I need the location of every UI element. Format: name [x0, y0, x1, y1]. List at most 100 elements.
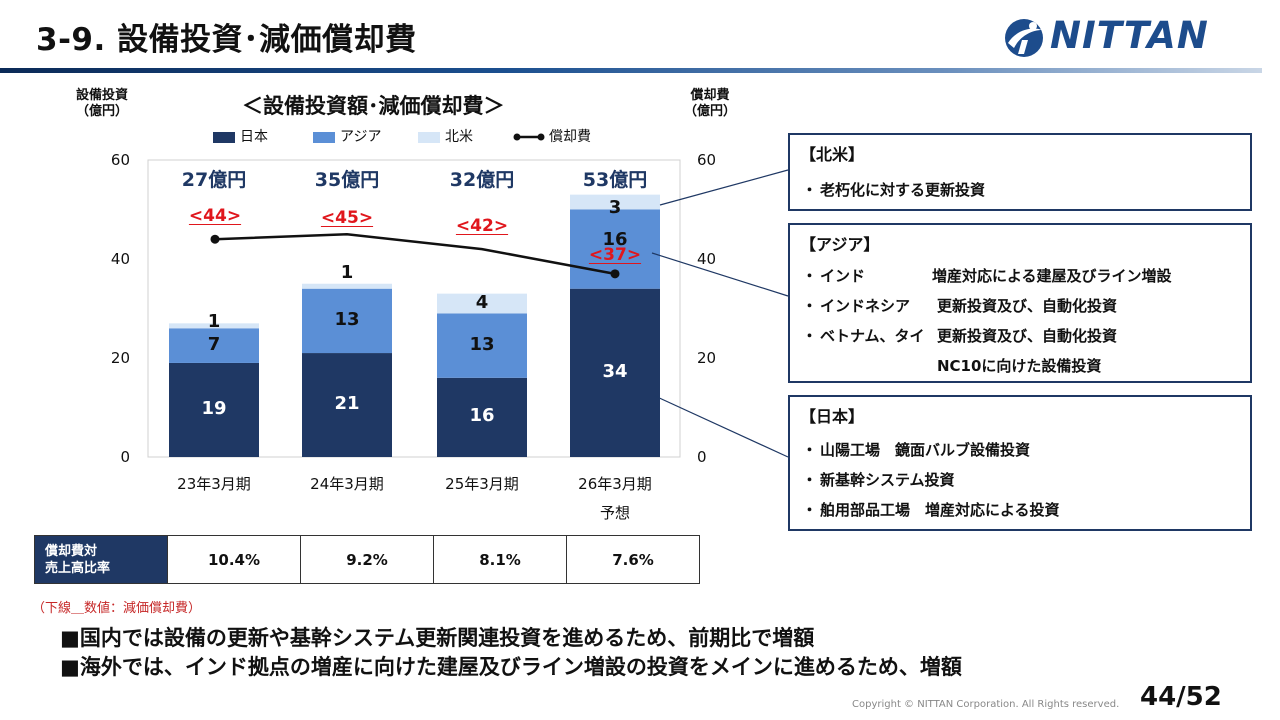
- chart-title: ＜設備投資額･減価償却費＞: [242, 94, 505, 118]
- right-axis-tick-0: 0: [697, 448, 707, 466]
- bar-label-north-america-1: 1: [207, 311, 221, 333]
- bar-label-asia-3: 13: [469, 333, 495, 355]
- legend-north-america: 北米: [418, 128, 473, 146]
- left-axis-tick-20: 20: [110, 349, 130, 367]
- depreciation-label-3: <42>: [455, 216, 509, 236]
- company-logo: NITTAN: [1002, 14, 1258, 64]
- page-title: 3-9. 設備投資･減価償却費: [36, 22, 417, 58]
- depreciation-label-2: <45>: [320, 208, 374, 228]
- nittan-logo-icon: [1005, 19, 1043, 57]
- bar-total-label-4: 53億円: [582, 169, 648, 191]
- box-line-text: NC10に向けた設備投資: [937, 357, 1102, 375]
- box-line-text: 増産対応による建屋及びライン増設: [932, 267, 1172, 285]
- depreciation-label-4: <37>: [588, 245, 642, 265]
- right-axis-title: 償却費 （億円）: [670, 88, 750, 120]
- category-label-3: 25年3月期: [445, 475, 519, 493]
- legend-line-marker-icon: [513, 133, 545, 141]
- box-japan-line-2: ・新基幹システム投資: [802, 469, 955, 490]
- box-line-text: 更新投資及び、自動化投資: [937, 297, 1118, 315]
- legend-depreciation: 償却費: [513, 128, 591, 146]
- bar-total-label-1: 27億円: [181, 169, 247, 191]
- left-axis-tick-0: 0: [120, 448, 130, 466]
- bar-label-north-america-4: 3: [608, 196, 622, 218]
- bullet-dot: ・: [802, 471, 818, 489]
- bar-label-japan-2: 21: [334, 393, 360, 415]
- left-axis-title-line1: 設備投資: [75, 88, 128, 103]
- box-north-america-line: ・老朽化に対する更新投資: [802, 179, 985, 200]
- bar-label-asia-1: 7: [207, 333, 221, 355]
- bar-label-asia-4: 16: [602, 229, 628, 251]
- depreciation-ratio-table: 償却費対 売上高比率 10.4% 9.2% 8.1% 7.6%: [34, 535, 700, 584]
- category-label-1: 23年3月期: [177, 475, 251, 493]
- ratio-table-header: 償却費対 売上高比率: [34, 535, 168, 584]
- bar-label-japan-3: 16: [469, 405, 495, 427]
- legend-asia: アジア: [313, 128, 381, 146]
- bar-total-label-3: 32億円: [449, 169, 515, 191]
- right-axis-tick-60: 60: [697, 151, 717, 169]
- logo-wordmark: NITTAN: [1050, 14, 1209, 57]
- summary-bullet-overseas: ■海外では、インド拠点の増産に向けた建屋及びライン増設の投資をメインに進めるため…: [60, 655, 962, 679]
- box-line-label: ベトナム、タイ: [820, 327, 925, 345]
- box-line-text: 舶用部品工場 増産対応による投資: [820, 501, 1060, 519]
- left-axis-title-line2: （億円）: [75, 104, 128, 119]
- legend-label-north-america: 北米: [445, 129, 473, 145]
- ratio-cell-24: 9.2%: [300, 535, 434, 584]
- box-asia-title: 【アジア】: [800, 235, 880, 254]
- legend-label-depreciation: 償却費: [549, 129, 591, 145]
- table-row: 償却費対 売上高比率 10.4% 9.2% 8.1% 7.6%: [34, 535, 700, 584]
- box-japan-line-3: ・舶用部品工場 増産対応による投資: [802, 499, 1060, 520]
- bar-label-japan-4: 34: [602, 360, 628, 382]
- bar-label-asia-2: 13: [334, 308, 360, 330]
- ratio-cell-26: 7.6%: [566, 535, 700, 584]
- bar-label-japan-1: 19: [201, 397, 227, 419]
- depreciation-line: [214, 232, 616, 276]
- depreciation-point-4: [610, 269, 620, 279]
- depreciation-label-1: <44>: [188, 206, 242, 226]
- underline-note: （下線＿数値：減価償却費）: [32, 601, 202, 616]
- box-asia: 【アジア】 ・インド 増産対応による建屋及びライン増設 ・インドネシア 更新投資及び…: [788, 223, 1252, 383]
- box-north-america-title: 【北米】: [800, 145, 865, 164]
- connector-north-america: [659, 169, 789, 206]
- header-divider: [0, 68, 1262, 73]
- box-asia-line-indonesia: ・インドネシア 更新投資及び、自動化投資: [802, 295, 1117, 316]
- bar-label-north-america-2: 1: [340, 261, 354, 283]
- legend-swatch-japan: [213, 131, 235, 143]
- left-axis-tick-40: 40: [110, 250, 130, 268]
- right-axis-title-line1: 償却費: [690, 88, 730, 103]
- ratio-cell-23: 10.4%: [167, 535, 301, 584]
- depreciation-point-1: [210, 234, 220, 244]
- category-sublabel-4: 予想: [599, 504, 630, 522]
- copyright-text: Copyright © NITTAN Corporation. All Righ…: [852, 699, 1120, 710]
- box-japan-line-1: ・山陽工場 鏡面バルブ設備投資: [802, 439, 1030, 460]
- legend-swatch-north-america: [418, 131, 440, 143]
- left-axis-tick-60: 60: [110, 151, 130, 169]
- box-line-label: インド: [820, 267, 866, 285]
- right-axis-tick-20: 20: [697, 349, 717, 367]
- box-line-label: インドネシア: [820, 297, 911, 315]
- legend-japan: 日本: [213, 128, 268, 146]
- page-number: 44/52: [1140, 682, 1222, 712]
- box-north-america: 【北米】 ・老朽化に対する更新投資: [788, 133, 1252, 211]
- bullet-dot: ・: [802, 327, 818, 345]
- ratio-header-line1: 償却費対: [45, 543, 98, 559]
- box-line-text: 老朽化に対する更新投資: [820, 181, 986, 199]
- bullet-dot: ・: [802, 297, 818, 315]
- right-axis-title-line2: （億円）: [683, 104, 736, 119]
- box-line-text: 山陽工場 鏡面バルブ設備投資: [820, 441, 1031, 459]
- bullet-dot: ・: [802, 441, 818, 459]
- bullet-dot: ・: [802, 501, 818, 519]
- box-japan: 【日本】 ・山陽工場 鏡面バルブ設備投資 ・新基幹システム投資 ・舶用部品工場 …: [788, 395, 1252, 531]
- box-asia-line-vietnam-thailand: ・ベトナム、タイ 更新投資及び、自動化投資: [802, 325, 1117, 346]
- left-axis-title: 設備投資 （億円）: [62, 88, 142, 120]
- box-japan-title: 【日本】: [800, 407, 865, 426]
- right-axis-tick-40: 40: [697, 250, 717, 268]
- legend-label-japan: 日本: [240, 129, 268, 145]
- ratio-cell-25: 8.1%: [433, 535, 567, 584]
- legend-label-asia: アジア: [340, 129, 382, 145]
- bar-label-north-america-3: 4: [475, 291, 489, 313]
- summary-bullet-domestic: ■国内では設備の更新や基幹システム更新関連投資を進めるため、前期比で増額: [60, 626, 815, 650]
- bullet-dot: ・: [802, 181, 818, 199]
- ratio-header-line2: 売上高比率: [45, 560, 111, 576]
- category-label-4: 26年3月期: [578, 475, 652, 493]
- legend-swatch-asia: [313, 131, 335, 143]
